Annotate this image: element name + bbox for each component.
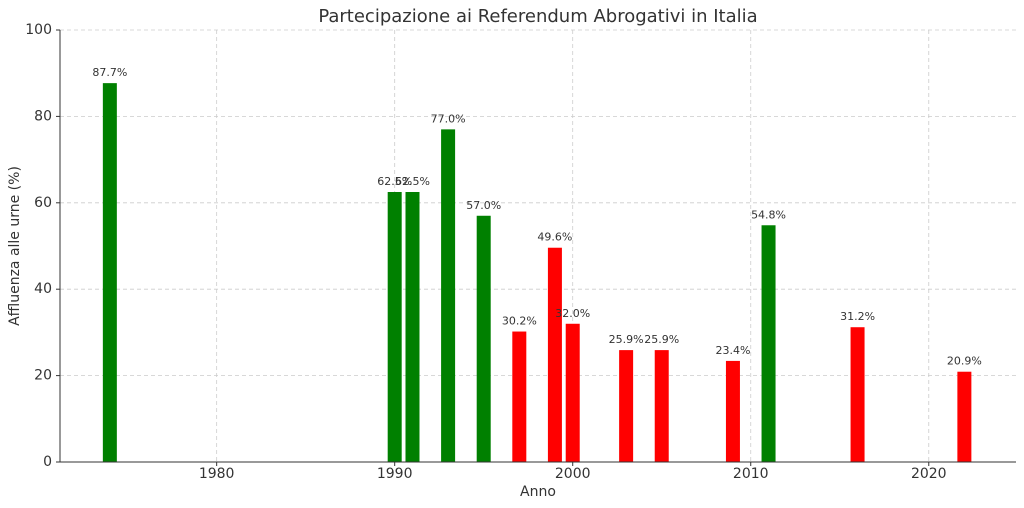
- x-tick-label: 2010: [733, 466, 769, 482]
- value-label: 54.8%: [751, 208, 786, 221]
- bar: [725, 360, 740, 462]
- y-tick-label: 100: [25, 22, 52, 38]
- y-tick-label: 60: [34, 195, 52, 211]
- value-label: 62.5%: [377, 175, 412, 188]
- value-label: 25.9%: [644, 333, 679, 346]
- grid: [60, 29, 1016, 463]
- value-label: 25.9%: [609, 333, 644, 346]
- value-label: 87.7%: [92, 66, 127, 79]
- value-label: 20.9%: [947, 355, 982, 368]
- value-label: 30.2%: [502, 315, 537, 328]
- bar: [850, 327, 865, 462]
- value-label: 57.0%: [466, 199, 501, 212]
- chart-title: Partecipazione ai Referendum Abrogativi …: [318, 6, 757, 27]
- y-tick-label: 20: [34, 368, 52, 384]
- value-label: 49.6%: [537, 231, 572, 244]
- value-label: 62.5%: [395, 175, 430, 188]
- bar: [654, 350, 669, 462]
- bar: [476, 215, 491, 462]
- bar: [512, 331, 527, 462]
- bars: [102, 83, 972, 463]
- value-label: 23.4%: [715, 344, 750, 357]
- value-label: 32.0%: [555, 307, 590, 320]
- x-tick-label: 1990: [377, 466, 413, 482]
- bar: [547, 247, 562, 462]
- y-tick-label: 40: [34, 281, 52, 297]
- y-tick-label: 0: [43, 454, 52, 470]
- bar: [102, 83, 117, 463]
- y-axis-label: Affluenza alle urne (%): [7, 166, 23, 326]
- bar: [761, 225, 776, 462]
- x-axis-label: Anno: [520, 484, 556, 500]
- value-label: 31.2%: [840, 310, 875, 323]
- x-tick-label: 1980: [199, 466, 235, 482]
- bar: [387, 192, 402, 462]
- bar: [405, 192, 420, 462]
- bar: [619, 350, 634, 462]
- x-tick-label: 2000: [555, 466, 591, 482]
- x-tick-label: 2020: [911, 466, 947, 482]
- bar: [441, 129, 456, 463]
- y-tick-label: 80: [34, 108, 52, 124]
- bar: [565, 323, 580, 462]
- bar: [957, 371, 972, 462]
- value-label: 77.0%: [431, 112, 466, 125]
